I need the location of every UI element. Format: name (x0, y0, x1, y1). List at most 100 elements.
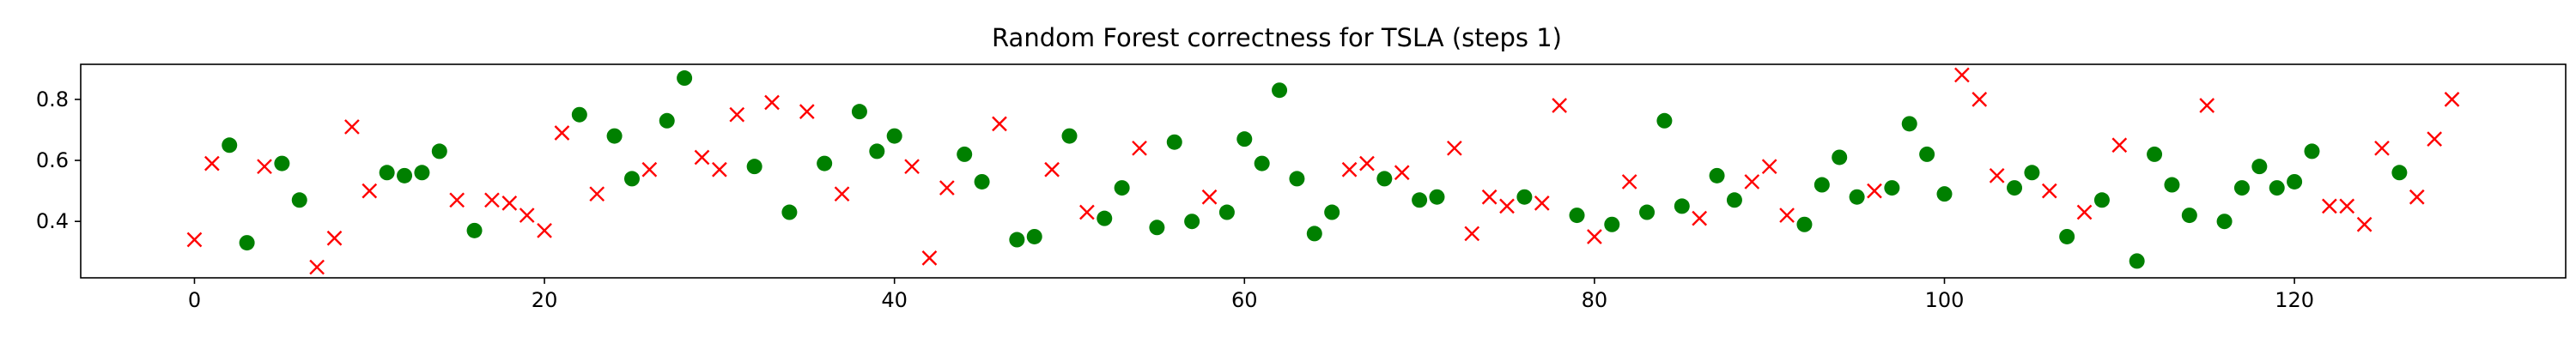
incorrect-point (1971, 92, 1988, 107)
incorrect-point (1341, 161, 1358, 178)
correct-point (2304, 143, 2320, 159)
correct-point (869, 143, 885, 159)
correct-point (1796, 216, 1813, 232)
incorrect-point (1867, 183, 1882, 199)
correct-point (659, 112, 675, 129)
incorrect-point (939, 180, 955, 196)
y-tick-label: 0.8 (36, 87, 69, 111)
x-tick-label: 60 (1231, 288, 1258, 312)
incorrect-point (2041, 183, 2057, 199)
correct-point (431, 143, 447, 159)
correct-point (2147, 146, 2163, 162)
incorrect-point (834, 186, 850, 202)
correct-point (222, 137, 238, 153)
correct-point (1726, 192, 1742, 208)
incorrect-point (641, 161, 658, 178)
incorrect-point (2339, 198, 2355, 214)
data-points (186, 67, 2460, 275)
correct-point (1097, 210, 1113, 226)
incorrect-point (694, 149, 710, 165)
incorrect-point (764, 94, 780, 111)
correct-point (2093, 192, 2110, 208)
x-tick-label: 120 (2275, 288, 2314, 312)
incorrect-point (1954, 67, 1970, 83)
incorrect-point (537, 223, 552, 238)
incorrect-point (1499, 198, 1515, 214)
incorrect-point (186, 232, 203, 248)
incorrect-point (2444, 92, 2460, 107)
incorrect-point (484, 192, 500, 208)
x-tick-label: 80 (1582, 288, 1608, 312)
incorrect-point (1394, 165, 1410, 181)
incorrect-point (799, 104, 815, 119)
incorrect-point (1481, 189, 1498, 205)
correct-point (1306, 226, 1322, 242)
correct-point (291, 192, 307, 208)
correct-point (1832, 149, 1848, 165)
x-axis: 0 20 40 60 80 100 120 (188, 278, 2314, 312)
correct-point (746, 159, 762, 175)
correct-point (1026, 228, 1042, 244)
correct-point (1009, 232, 1025, 248)
correct-point (2269, 180, 2285, 196)
x-tick-label: 100 (1925, 288, 1965, 312)
incorrect-point (1779, 208, 1795, 223)
correct-point (2251, 159, 2268, 175)
incorrect-point (519, 208, 535, 223)
correct-point (414, 165, 430, 181)
correct-point (2024, 165, 2040, 181)
correct-point (1814, 177, 1830, 193)
plot-area-frame (80, 63, 2567, 279)
incorrect-point (554, 125, 570, 141)
incorrect-point (309, 259, 325, 275)
correct-point (2181, 208, 2197, 224)
correct-point (1114, 180, 1130, 196)
incorrect-point (2356, 216, 2372, 232)
incorrect-point (326, 230, 343, 246)
incorrect-point (344, 119, 360, 135)
correct-point (2129, 253, 2145, 269)
correct-point (1884, 180, 1900, 196)
incorrect-point (361, 183, 378, 199)
correct-point (2391, 165, 2408, 181)
correct-point (1289, 171, 1305, 187)
incorrect-point (1744, 174, 1760, 190)
correct-point (466, 222, 483, 238)
incorrect-point (1359, 155, 1375, 172)
incorrect-point (2111, 137, 2128, 153)
correct-point (239, 235, 255, 251)
incorrect-point (1552, 98, 1567, 113)
correct-point (2233, 180, 2250, 196)
incorrect-point (1761, 159, 1777, 175)
correct-point (974, 173, 990, 190)
incorrect-point (2322, 198, 2337, 214)
incorrect-point (2409, 189, 2425, 205)
correct-point (1656, 112, 1673, 129)
correct-point (1936, 186, 1953, 202)
correct-point (851, 104, 867, 120)
correct-point (1236, 131, 1253, 147)
correct-point (2007, 180, 2023, 196)
incorrect-point (589, 186, 605, 202)
incorrect-point (1132, 140, 1147, 156)
correct-point (1272, 82, 1288, 99)
x-tick-label: 0 (188, 288, 201, 312)
y-axis: 0.4 0.6 0.8 (36, 87, 81, 233)
correct-point (1674, 198, 1690, 214)
incorrect-point (992, 116, 1007, 132)
x-tick-label: 20 (532, 288, 558, 312)
correct-point (571, 106, 587, 123)
correct-point (1709, 167, 1725, 184)
correct-point (1166, 134, 1182, 150)
incorrect-point (501, 196, 518, 211)
correct-point (1376, 171, 1393, 187)
incorrect-point (1464, 226, 1480, 242)
correct-point (1184, 214, 1200, 230)
correct-point (2216, 214, 2233, 230)
correct-point (886, 128, 902, 144)
correct-point (1412, 192, 1428, 208)
incorrect-point (1692, 210, 1708, 226)
incorrect-point (1079, 204, 1095, 220)
chart-title: Random Forest correctness for TSLA (step… (992, 23, 1562, 52)
